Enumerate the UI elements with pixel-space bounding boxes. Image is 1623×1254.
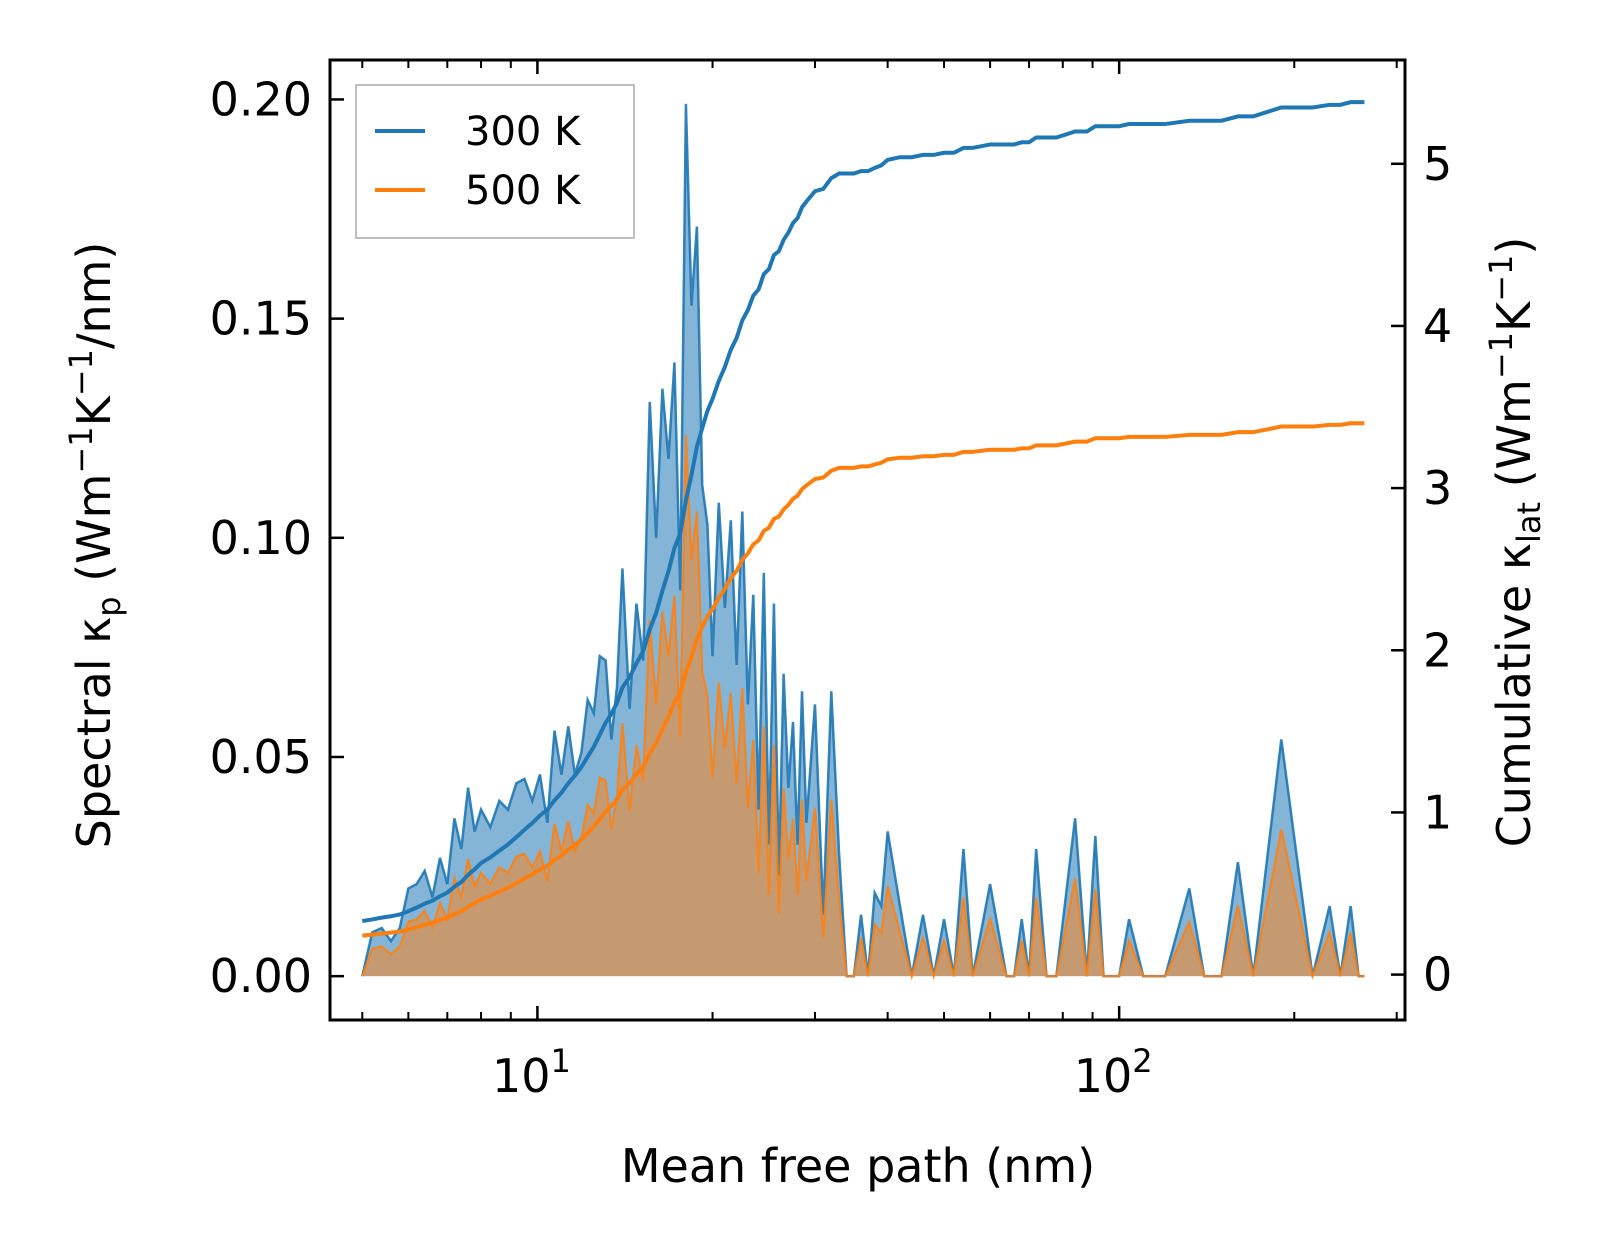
legend: 300 K 500 K xyxy=(355,84,635,239)
spectral-line-500k xyxy=(361,435,1365,981)
legend-label-300k: 300 K xyxy=(465,109,582,155)
cumulative-line-500k xyxy=(362,421,1365,938)
cumulative-line-300k xyxy=(361,100,1365,924)
y-left-tick-label: 0.05 xyxy=(210,730,312,784)
y-left-tick-label: 0.20 xyxy=(210,72,312,126)
y-right-tick-label: 2 xyxy=(1423,623,1452,677)
legend-frame xyxy=(355,84,635,239)
y-right-tick-label: 4 xyxy=(1423,299,1452,353)
spectral-line-300k xyxy=(361,103,1365,978)
x-tick-label: 101 xyxy=(492,1042,571,1103)
legend-label-500k: 500 K xyxy=(465,168,582,214)
y-right-tick-label: 1 xyxy=(1423,785,1452,839)
y-right-tick-label: 3 xyxy=(1423,461,1452,515)
left-y-axis-label: Spectral κp (Wm−1K−1/nm) xyxy=(62,242,128,849)
y-left-tick-label: 0.10 xyxy=(210,511,312,565)
spectral-area-300k xyxy=(362,103,1365,977)
x-axis-label: Mean free path (nm) xyxy=(621,1139,1095,1193)
plot-frame xyxy=(328,58,1407,1022)
x-tick-label: 102 xyxy=(1074,1042,1153,1103)
plot-area xyxy=(361,100,1365,981)
y-left-tick-label: 0.00 xyxy=(210,949,312,1003)
right-y-axis-label: Cumulative κlat (Wm−1K−1) xyxy=(1482,237,1548,848)
y-right-tick-label: 5 xyxy=(1423,137,1452,191)
y-right-tick-label: 0 xyxy=(1423,948,1452,1002)
axes: 0.00 0.05 0.10 0.15 0.20 0 1 2 3 4 5 101 102 xyxy=(210,58,1452,1103)
y-left-tick-label: 0.15 xyxy=(210,292,312,346)
spectral-area-500k xyxy=(362,435,1365,977)
